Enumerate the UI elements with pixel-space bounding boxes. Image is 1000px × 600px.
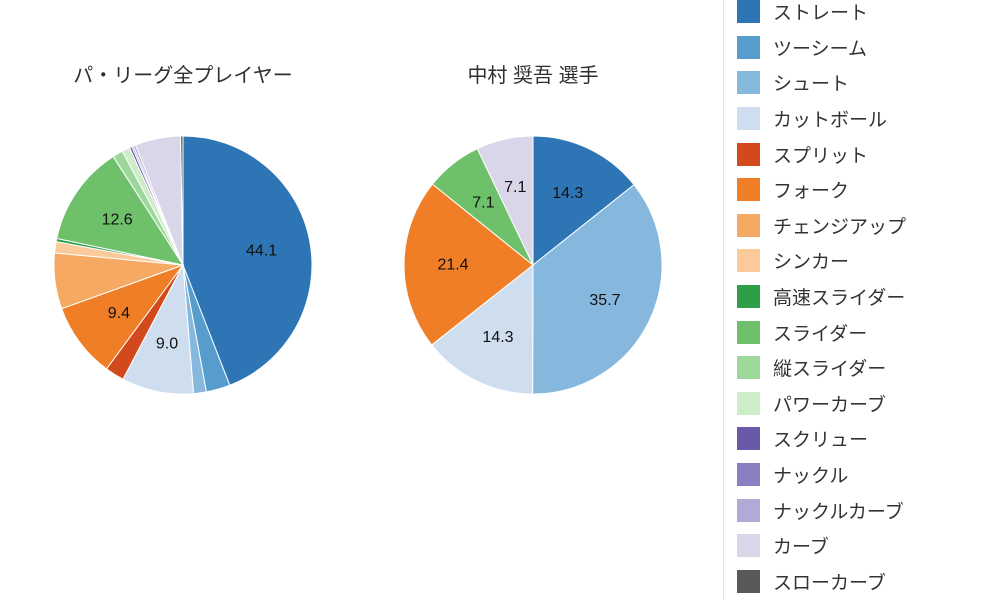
pie-svg: 14.3 35.7 14.3 21.4 7.1 7.1 <box>403 135 663 395</box>
pie-chart-player: 14.3 35.7 14.3 21.4 7.1 7.1 <box>403 135 663 395</box>
chart-title-player: 中村 奨吾 選手 <box>467 65 599 87</box>
legend-label: シュート <box>773 74 850 96</box>
legend-label: シンカー <box>773 252 850 274</box>
legend-label: ナックルカーブ <box>773 501 904 523</box>
legend-item-8[interactable]: 高速スライダー <box>737 279 1000 315</box>
pie-slice-16 <box>180 135 184 266</box>
legend-item-11[interactable]: パワーカーブ <box>737 386 1000 422</box>
chart-block-player: 中村 奨吾 選手 14.3 35.7 14.3 21.4 7.1 7.1 <box>403 63 663 395</box>
legend-item-15[interactable]: カーブ <box>737 528 1000 564</box>
legend-swatch <box>737 142 760 166</box>
legend-swatch <box>737 0 760 24</box>
pie-value-label: 12.6 <box>102 212 133 229</box>
pie-svg: 44.1 9.0 9.4 12.6 <box>53 135 313 395</box>
legend-label: スローカーブ <box>773 572 886 594</box>
legend-label: スライダー <box>773 323 868 345</box>
legend-swatch <box>737 534 760 558</box>
legend-label: ナックル <box>773 466 849 488</box>
legend-label: 縦スライダー <box>773 359 887 381</box>
legend-item-6[interactable]: チェンジアップ <box>737 208 1000 244</box>
legend-swatch <box>737 178 760 202</box>
legend-label: フォーク <box>773 181 850 203</box>
pie-value-label: 14.3 <box>482 329 513 346</box>
legend-item-14[interactable]: ナックルカーブ <box>737 492 1000 528</box>
pie-value-label: 44.1 <box>246 242 277 259</box>
legend-item-3[interactable]: カットボール <box>737 101 1000 137</box>
legend-item-10[interactable]: 縦スライダー <box>737 350 1000 386</box>
legend-swatch <box>737 320 760 344</box>
legend-swatch <box>737 498 760 522</box>
pie-value-label: 7.1 <box>504 179 526 196</box>
pie-value-label: 7.1 <box>472 194 494 211</box>
pie-value-label: 14.3 <box>552 185 583 202</box>
pie-slice-5 <box>60 263 185 370</box>
legend-swatch <box>737 463 760 487</box>
pie-chart-league: 44.1 9.0 9.4 12.6 <box>53 135 313 395</box>
legend-swatch <box>737 213 760 237</box>
legend-item-12[interactable]: スクリュー <box>737 421 1000 457</box>
pie-value-label: 9.0 <box>156 335 178 352</box>
pie-value-label: 35.7 <box>589 292 620 309</box>
legend-label: パワーカーブ <box>773 394 886 416</box>
legend-label: ストレート <box>773 3 869 25</box>
pie-slice-2 <box>431 263 534 395</box>
pie-slice-0 <box>182 135 313 386</box>
legend-swatch <box>737 356 760 380</box>
pie-value-label: 21.4 <box>437 257 468 274</box>
legend-swatch <box>737 569 760 593</box>
legend-swatch <box>737 71 760 95</box>
chart-title-league: パ・リーグ全プレイヤー <box>73 65 293 87</box>
legend-label: スプリット <box>773 145 869 167</box>
legend-swatch <box>737 35 760 59</box>
legend-swatch <box>737 391 760 415</box>
legend-swatch <box>737 427 760 451</box>
pie-slice-5 <box>476 135 534 266</box>
legend-swatch <box>737 285 760 309</box>
legend-item-13[interactable]: ナックル <box>737 457 1000 493</box>
pie-value-label: 9.4 <box>108 305 130 322</box>
legend-item-16[interactable]: スローカーブ <box>737 564 1000 600</box>
legend-item-1[interactable]: ツーシーム <box>737 30 1000 66</box>
legend-item-2[interactable]: シュート <box>737 65 1000 101</box>
legend-label: カットボール <box>773 110 888 132</box>
legend: ストレートツーシームシュートカットボール スプリットフォークチェンジアップ シンカー… <box>724 0 1000 599</box>
legend-swatch <box>737 249 760 273</box>
legend-item-4[interactable]: スプリット <box>737 136 1000 172</box>
legend-label: 高速スライダー <box>773 288 906 310</box>
legend-swatch <box>737 107 760 131</box>
pie-slice-1 <box>532 184 663 395</box>
legend-item-0[interactable]: ストレート <box>737 0 1000 30</box>
pie-slice-3 <box>403 183 534 346</box>
legend-label: カーブ <box>773 537 829 559</box>
pie-slice-0 <box>532 135 635 267</box>
legend-label: チェンジアップ <box>773 216 907 238</box>
legend-item-7[interactable]: シンカー <box>737 243 1000 279</box>
chart-block-league: パ・リーグ全プレイヤー 44.1 9.0 9.4 12.6 <box>53 63 313 395</box>
legend-panel: ストレートツーシームシュートカットボール スプリットフォークチェンジアップ シンカー… <box>723 0 1000 600</box>
pie-slice-9 <box>56 155 185 266</box>
legend-label: スクリュー <box>773 430 869 452</box>
legend-item-5[interactable]: フォーク <box>737 172 1000 208</box>
legend-label: ツーシーム <box>773 38 868 60</box>
legend-item-9[interactable]: スライダー <box>737 314 1000 350</box>
